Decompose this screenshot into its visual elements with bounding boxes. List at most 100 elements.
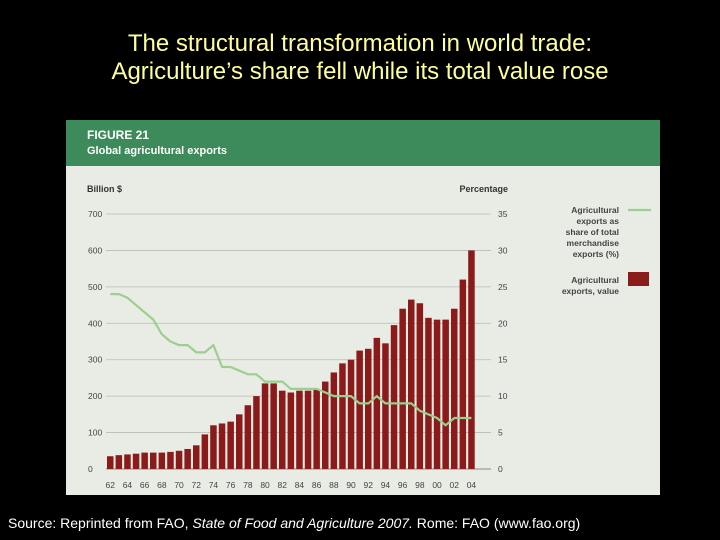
legend-line-label: exports (%) <box>573 249 619 259</box>
right-tick-label: 5 <box>498 428 503 438</box>
bar-1966 <box>141 452 148 469</box>
legend-bar-swatch <box>628 272 649 286</box>
left-tick-label: 300 <box>88 355 102 365</box>
right-tick-label: 35 <box>498 209 508 219</box>
bar-1994 <box>382 343 389 469</box>
x-tick-label: 98 <box>415 480 425 490</box>
right-tick-label: 25 <box>498 282 508 292</box>
bar-1998 <box>416 303 424 469</box>
right-axis-title: Percentage <box>459 184 508 194</box>
bar-1982 <box>279 390 286 469</box>
bar-1977 <box>236 414 243 469</box>
x-tick-label: 04 <box>467 480 477 490</box>
x-tick-label: 74 <box>209 480 219 490</box>
x-tick-label: 62 <box>106 480 116 490</box>
bar-1986 <box>313 388 320 469</box>
bar-1972 <box>193 445 200 469</box>
left-tick-label: 200 <box>88 391 102 401</box>
bar-1969 <box>167 451 174 469</box>
bar-1981 <box>270 383 277 469</box>
x-tick-label: 86 <box>312 480 322 490</box>
agricultural-exports-chart: Billion $ Percentage010020030040050060070… <box>87 184 651 490</box>
figure-panel: FIGURE 21 Global agricultural exports Bi… <box>66 120 660 495</box>
right-tick-label: 10 <box>498 391 508 401</box>
x-tick-label: 76 <box>226 480 236 490</box>
bar-1975 <box>218 423 226 469</box>
bar-1980 <box>261 383 269 469</box>
bar-1965 <box>132 453 140 469</box>
bar-1962 <box>107 456 114 469</box>
left-tick-label: 100 <box>88 428 102 438</box>
bar-1971 <box>184 448 191 469</box>
right-tick-label: 30 <box>498 245 508 255</box>
share-line <box>110 293 472 427</box>
bar-1989 <box>339 363 346 469</box>
figure-header: FIGURE 21 Global agricultural exports <box>66 120 660 166</box>
left-tick-label: 400 <box>88 318 102 328</box>
bar-2003 <box>459 279 467 469</box>
bar-1970 <box>175 450 183 469</box>
left-tick-label: 600 <box>88 245 102 255</box>
x-tick-label: 82 <box>278 480 288 490</box>
x-tick-label: 92 <box>364 480 374 490</box>
bar-1992 <box>365 348 372 469</box>
legend-line-label: Agricultural <box>571 205 619 215</box>
x-tick-label: 88 <box>329 480 339 490</box>
legend-bar-label: exports, value <box>562 286 619 296</box>
bar-1983 <box>287 392 295 469</box>
bar-2004 <box>468 250 475 469</box>
bar-1995 <box>390 325 398 469</box>
bar-2000 <box>433 319 441 469</box>
x-tick-label: 78 <box>243 480 253 490</box>
bar-1963 <box>115 455 123 469</box>
source-title: State of Food and Agriculture 2007. <box>192 515 413 531</box>
bar-1991 <box>356 350 363 469</box>
legend-bar-label: Agricultural <box>571 275 619 285</box>
bar-1974 <box>210 425 217 469</box>
left-tick-label: 0 <box>88 464 93 474</box>
x-tick-label: 68 <box>157 480 167 490</box>
x-tick-label: 80 <box>260 480 270 490</box>
bar-2002 <box>451 308 458 469</box>
bar-1979 <box>253 396 260 469</box>
legend-line-label: exports as <box>576 216 619 226</box>
left-axis-title: Billion $ <box>87 184 122 194</box>
right-tick-label: 15 <box>498 355 508 365</box>
slide-title-line-1: The structural transformation in world t… <box>127 30 593 57</box>
figure-title: Global agricultural exports <box>87 145 227 157</box>
source-note: Source: Reprinted from FAO, State of Foo… <box>8 515 580 531</box>
right-tick-label: 0 <box>498 464 503 474</box>
bar-1988 <box>330 372 338 469</box>
bar-1993 <box>373 337 381 469</box>
slide-title-line-2: Agriculture’s share fell while its total… <box>111 58 609 85</box>
slide-title: The structural transformation in world t… <box>0 30 720 86</box>
left-tick-label: 700 <box>88 209 102 219</box>
bar-1999 <box>425 317 432 469</box>
left-tick-label: 500 <box>88 282 102 292</box>
bar-1964 <box>124 454 131 469</box>
x-tick-label: 66 <box>140 480 150 490</box>
x-tick-label: 72 <box>192 480 202 490</box>
bar-1978 <box>244 405 252 469</box>
right-tick-label: 20 <box>498 318 508 328</box>
bar-1997 <box>408 299 415 469</box>
x-tick-label: 00 <box>432 480 442 490</box>
bar-1985 <box>304 390 312 469</box>
bar-1976 <box>227 421 234 469</box>
bar-1996 <box>399 308 406 469</box>
x-tick-label: 02 <box>450 480 460 490</box>
bar-1984 <box>296 390 303 469</box>
legend-line-label: share of total <box>566 227 619 237</box>
bar-2001 <box>442 319 449 469</box>
bar-1973 <box>201 434 209 469</box>
x-tick-label: 90 <box>346 480 356 490</box>
source-suffix: Rome: FAO (www.fao.org) <box>412 515 581 531</box>
x-tick-label: 94 <box>381 480 391 490</box>
x-tick-label: 96 <box>398 480 408 490</box>
bar-1990 <box>347 359 355 469</box>
x-tick-label: 84 <box>295 480 305 490</box>
legend-line-label: merchandise <box>567 238 620 248</box>
bar-1967 <box>150 452 157 469</box>
source-prefix: Source: Reprinted from FAO, <box>8 515 193 531</box>
bar-1987 <box>322 381 329 469</box>
